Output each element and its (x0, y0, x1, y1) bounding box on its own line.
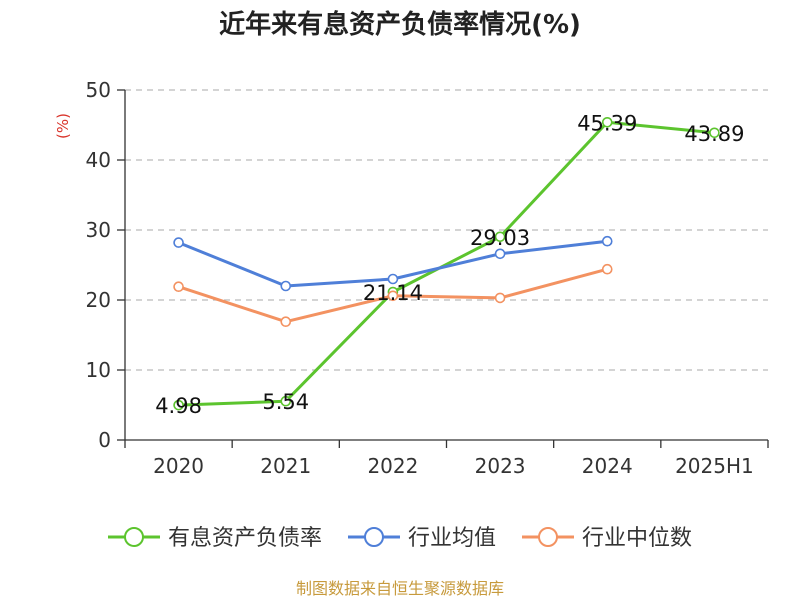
y-axis-unit: (%) (54, 113, 72, 139)
data-point (173, 281, 184, 293)
x-tick-label: 2024 (582, 454, 633, 478)
data-point (601, 116, 613, 128)
legend-icon-marker (364, 527, 384, 547)
data-point (387, 273, 399, 285)
data-point (280, 316, 292, 328)
data-labels: 4.98 5.54 21.14 29.03 45.39 43.89 (155, 111, 744, 418)
series-line (178, 120, 715, 407)
data-point (387, 290, 399, 302)
x-tick-label: 2025H1 (675, 454, 754, 478)
data-point (709, 127, 720, 139)
legend-label: 有息资产负债率 (168, 526, 322, 551)
data-point (601, 235, 613, 247)
y-tick-label: 20 (86, 288, 111, 312)
y-ticks: 0 10 20 30 40 50 (86, 78, 111, 452)
data-label: 21.14 (363, 281, 423, 305)
data-point (280, 395, 292, 407)
data-point (494, 292, 506, 304)
data-point (494, 231, 506, 243)
y-tick-label: 40 (86, 148, 111, 172)
y-tick-label: 0 (98, 428, 111, 452)
data-point (173, 399, 184, 411)
x-tick-label: 2023 (475, 454, 526, 478)
x-tick-label: 2022 (367, 454, 418, 478)
data-point (601, 263, 613, 275)
grid-lines (125, 89, 768, 371)
legend-label: 行业中位数 (582, 526, 692, 551)
y-tick-label: 30 (86, 218, 111, 242)
series-group (173, 116, 720, 411)
chart-title: 近年来有息资产负债率情况(%) (219, 9, 581, 40)
data-point (173, 237, 184, 248)
source-note: 制图数据来自恒生聚源数据库 (296, 579, 504, 598)
data-label: 4.98 (155, 394, 202, 418)
data-label: 43.89 (684, 122, 744, 146)
data-label: 5.54 (262, 390, 309, 414)
data-point (494, 248, 506, 260)
legend: 有息资产负债率 行业均值 行业中位数 (108, 526, 692, 551)
y-tick-label: 10 (86, 358, 111, 382)
legend-icon-marker (124, 527, 144, 547)
data-label: 45.39 (577, 111, 637, 135)
y-tick-label: 50 (86, 78, 111, 102)
legend-label: 行业均值 (408, 526, 496, 551)
legend-icon-marker (538, 527, 558, 547)
x-tick-label: 2020 (153, 454, 204, 478)
data-label: 29.03 (470, 226, 530, 250)
axes (117, 89, 769, 448)
x-tick-label: 2021 (260, 454, 311, 478)
x-ticks: 2020 2021 2022 2023 2024 2025H1 (153, 454, 754, 478)
data-point (280, 280, 292, 292)
